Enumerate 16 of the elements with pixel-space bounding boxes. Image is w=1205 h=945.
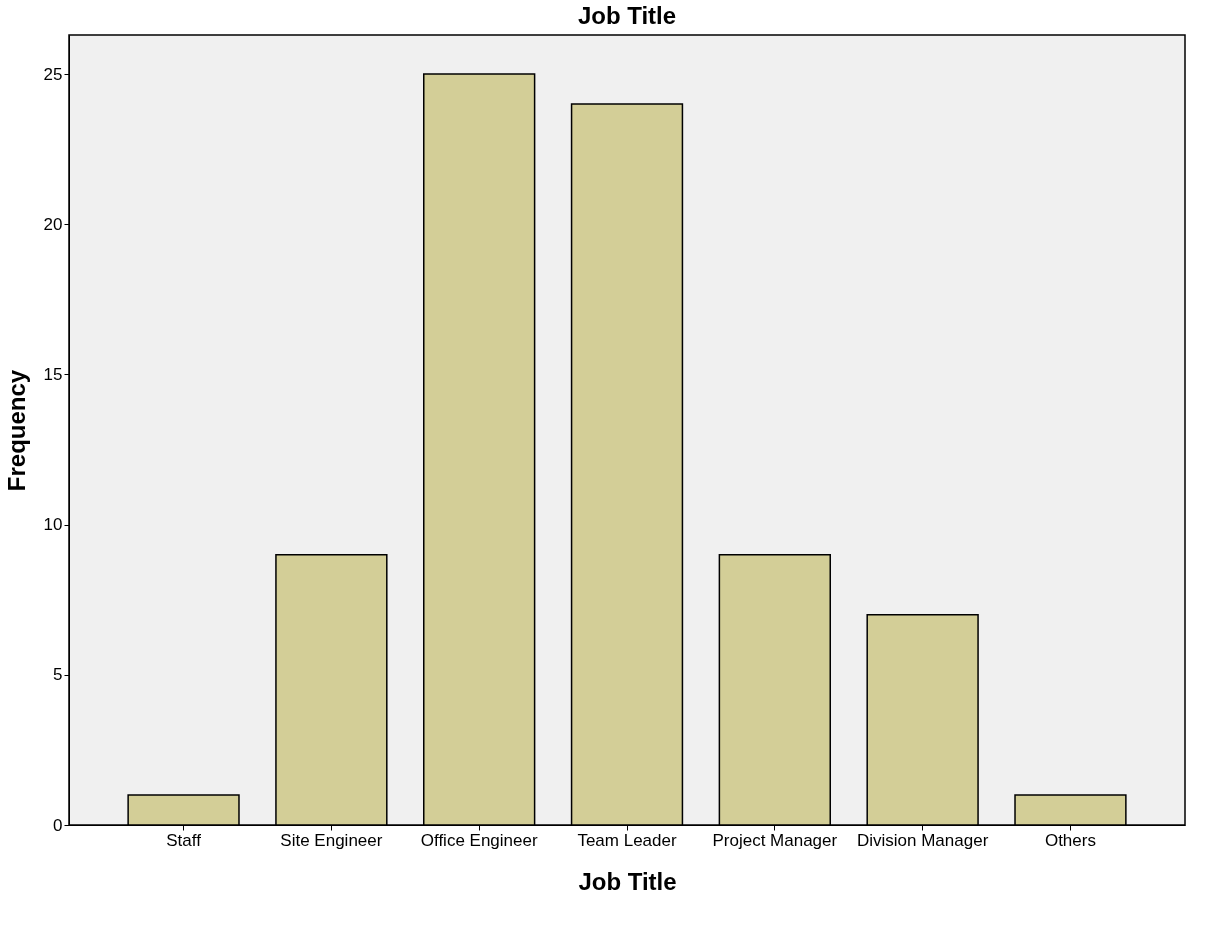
y-tick-label: 0	[53, 815, 63, 835]
y-tick-label: 15	[43, 364, 63, 384]
y-axis-title: Frequency	[2, 369, 30, 492]
y-tick-label: 20	[43, 214, 63, 234]
x-tick-label: Team Leader	[577, 830, 677, 850]
x-tick-label: Others	[1044, 830, 1096, 850]
y-tick-label: 25	[43, 64, 63, 84]
x-tick-label: Site Engineer	[280, 830, 383, 850]
x-tick-label: Staff	[166, 830, 202, 850]
y-tick-label: 10	[43, 515, 63, 535]
x-tick-label: Office Engineer	[420, 830, 538, 850]
x-axis-title: Job Title	[578, 867, 677, 895]
x-tick-label: Division Manager	[856, 830, 989, 850]
x-tick-label: Project Manager	[712, 830, 838, 850]
y-tick-label: 5	[53, 665, 63, 685]
chart-title: Job Title	[577, 2, 677, 29]
